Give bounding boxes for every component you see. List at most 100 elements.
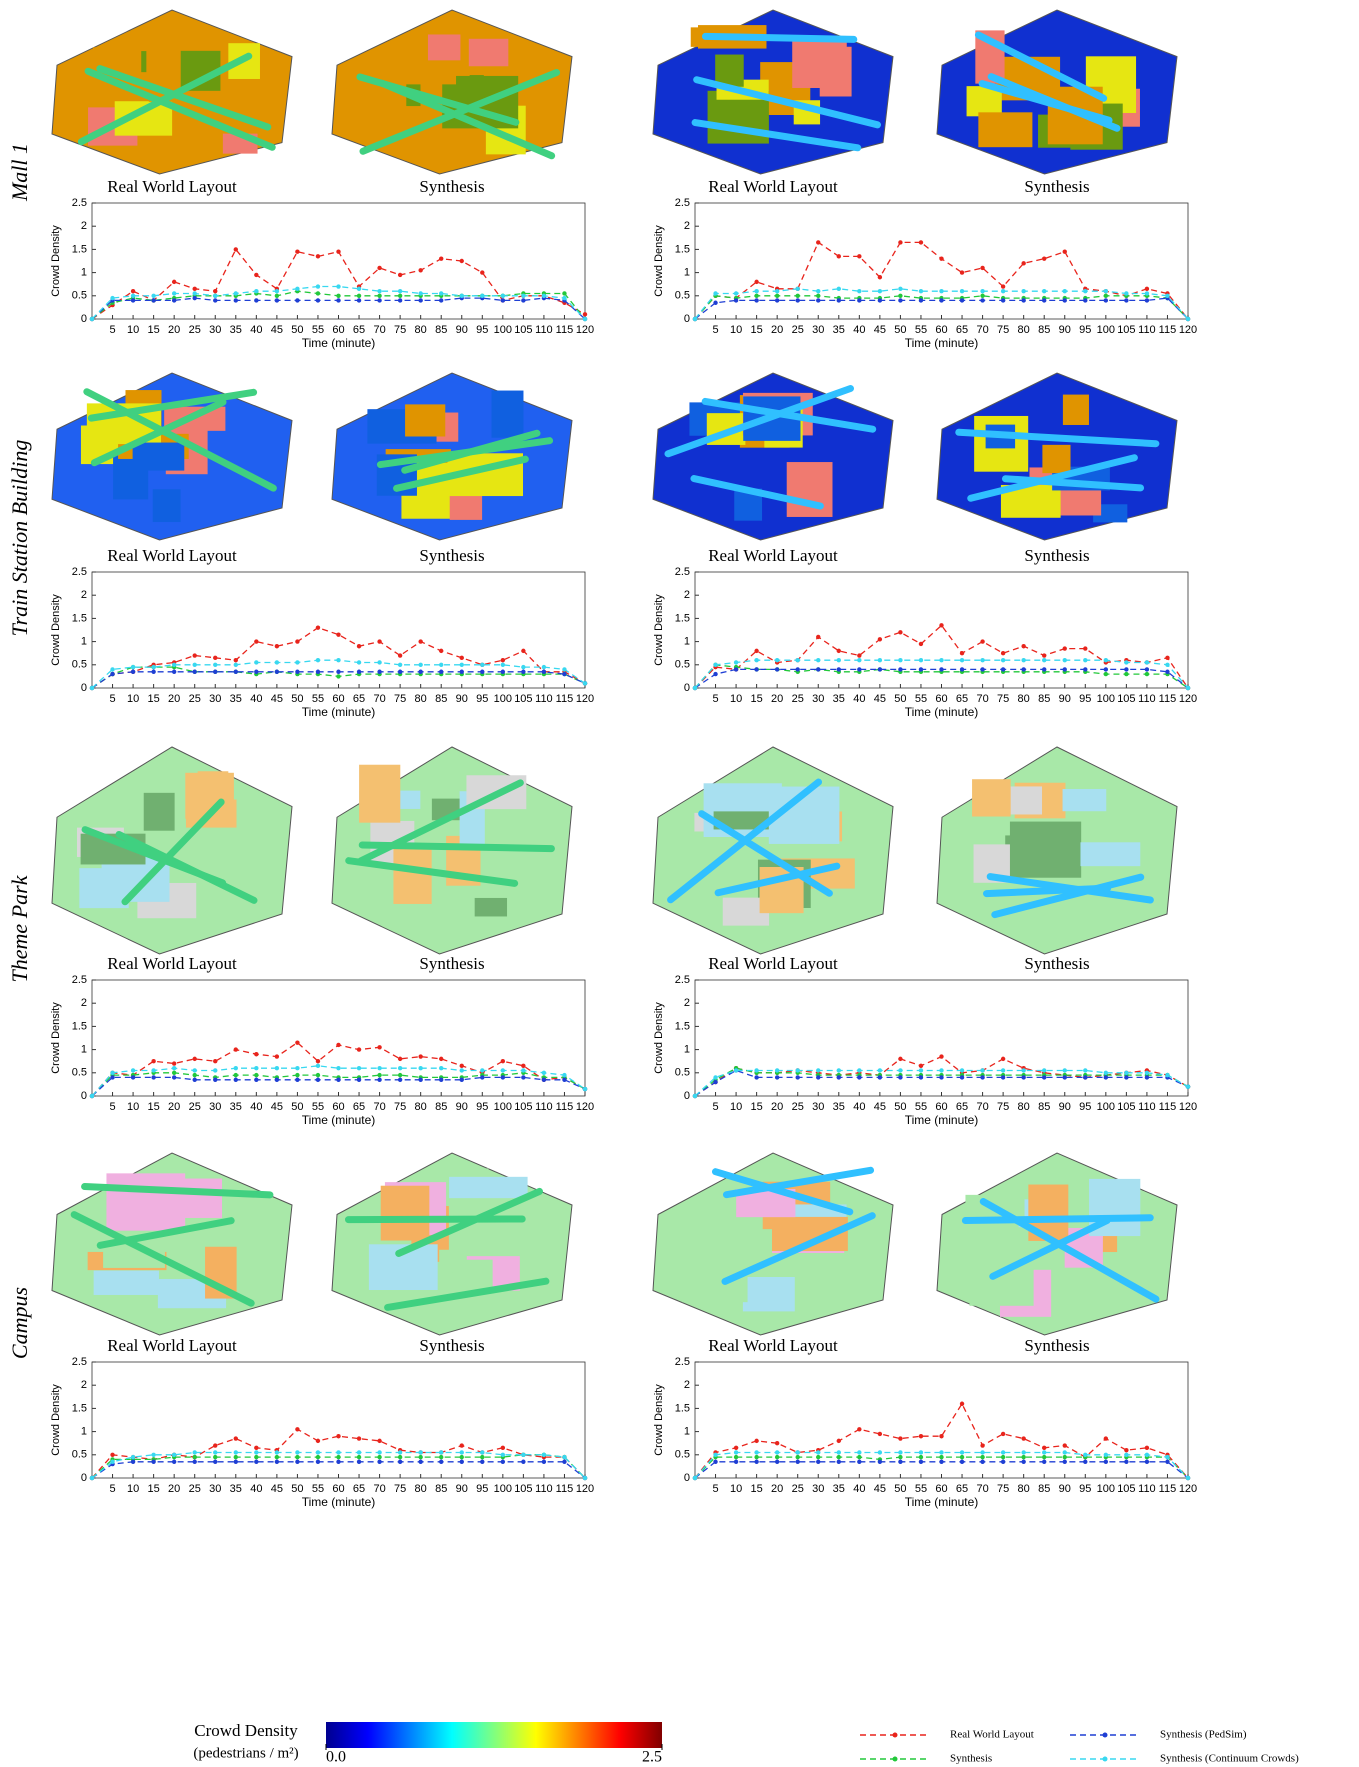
series-marker <box>1145 1453 1149 1457</box>
series-marker <box>960 298 964 302</box>
series-marker <box>734 667 738 671</box>
series-marker <box>398 653 402 657</box>
x-tick-label: 55 <box>915 1483 927 1495</box>
series-marker <box>1063 1455 1067 1459</box>
x-tick-label: 90 <box>1059 324 1071 336</box>
series-marker <box>439 291 443 295</box>
series-marker <box>816 240 820 244</box>
panel-caption: Real World Layout <box>107 177 237 196</box>
x-tick-label: 35 <box>833 693 845 705</box>
series-marker <box>734 1068 738 1072</box>
series-marker <box>1145 1071 1149 1075</box>
series-marker <box>1063 1450 1067 1454</box>
series-marker <box>254 1066 258 1070</box>
series-marker <box>1124 1075 1128 1079</box>
panel-caption: Synthesis <box>1024 177 1089 196</box>
series-marker <box>254 1450 258 1454</box>
x-tick-label: 75 <box>394 693 406 705</box>
x-tick-label: 70 <box>976 1101 988 1113</box>
y-axis-label: Crowd Density <box>50 225 62 297</box>
x-tick-label: 50 <box>291 1101 303 1113</box>
y-tick-label: 2 <box>684 1379 690 1391</box>
series-marker <box>939 667 943 671</box>
series-marker <box>480 1075 484 1079</box>
series-marker <box>857 289 861 293</box>
x-tick-label: 90 <box>456 693 468 705</box>
x-tick-label: 5 <box>109 1101 115 1113</box>
x-tick-label: 65 <box>956 1101 968 1113</box>
series-marker <box>295 287 299 291</box>
x-tick-label: 100 <box>1097 1101 1115 1113</box>
series-marker <box>110 1075 114 1079</box>
x-tick-label: 115 <box>556 1101 574 1113</box>
series-marker <box>234 1078 238 1082</box>
x-tick-label: 40 <box>853 1101 865 1113</box>
series-marker <box>131 1075 135 1079</box>
map-path <box>965 1218 1150 1221</box>
series-marker <box>418 1078 422 1082</box>
layout-map <box>332 1153 572 1335</box>
series-marker <box>336 1043 340 1047</box>
series-marker <box>1145 667 1149 671</box>
x-tick-label: 10 <box>127 1101 139 1113</box>
series-marker <box>336 632 340 636</box>
x-tick-label: 55 <box>312 324 324 336</box>
series-marker <box>939 623 943 627</box>
x-tick-label: 65 <box>353 693 365 705</box>
series-marker <box>919 642 923 646</box>
x-tick-label: 45 <box>874 693 886 705</box>
series-marker <box>775 1450 779 1454</box>
series-marker <box>583 1087 587 1091</box>
series-marker <box>336 1460 340 1464</box>
series-marker <box>919 1434 923 1438</box>
x-tick-label: 120 <box>1179 324 1197 336</box>
series-marker <box>357 644 361 648</box>
series-marker <box>898 1455 902 1459</box>
x-axis-label: Time (minute) <box>905 1113 979 1127</box>
x-tick-label: 25 <box>189 1101 201 1113</box>
x-tick-label: 90 <box>1059 693 1071 705</box>
x-tick-label: 20 <box>168 324 180 336</box>
series-marker <box>295 250 299 254</box>
series-marker <box>754 658 758 662</box>
series-marker <box>357 294 361 298</box>
x-tick-label: 110 <box>1138 693 1156 705</box>
layout-map <box>52 747 292 954</box>
series-marker <box>980 266 984 270</box>
x-tick-label: 85 <box>1038 1483 1050 1495</box>
x-tick-label: 100 <box>494 324 512 336</box>
series-marker <box>521 665 525 669</box>
y-tick-label: 0 <box>81 1090 87 1102</box>
series-marker <box>734 1460 738 1464</box>
series-marker <box>398 1078 402 1082</box>
x-tick-label: 10 <box>127 324 139 336</box>
y-tick-label: 0 <box>684 682 690 694</box>
layout-map <box>653 10 893 174</box>
series-marker <box>460 1460 464 1464</box>
x-tick-label: 115 <box>556 693 574 705</box>
series-marker <box>1165 1455 1169 1459</box>
series-marker <box>1001 1460 1005 1464</box>
series-marker <box>857 1460 861 1464</box>
series-marker <box>1063 646 1067 650</box>
series-marker <box>542 1460 546 1464</box>
series-marker <box>213 663 217 667</box>
series-marker <box>377 1455 381 1459</box>
panel-caption: Real World Layout <box>107 1336 237 1355</box>
x-tick-label: 20 <box>771 1483 783 1495</box>
series-marker <box>418 298 422 302</box>
x-tick-label: 75 <box>394 1483 406 1495</box>
series-marker <box>460 656 464 660</box>
series-marker <box>775 294 779 298</box>
series-marker <box>562 667 566 671</box>
series-marker <box>713 291 717 295</box>
series-marker <box>878 667 882 671</box>
series-marker <box>980 1075 984 1079</box>
x-tick-label: 5 <box>109 693 115 705</box>
map-region <box>491 391 523 438</box>
series-marker <box>480 670 484 674</box>
series-marker <box>1083 646 1087 650</box>
series-marker <box>1145 298 1149 302</box>
series-marker <box>398 1455 402 1459</box>
series-marker <box>418 670 422 674</box>
